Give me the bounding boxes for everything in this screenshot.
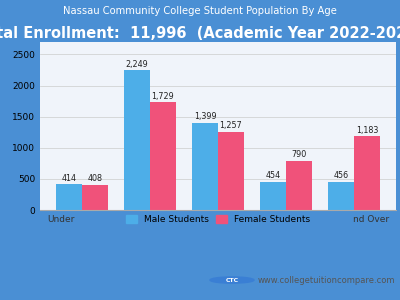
Text: 1,729: 1,729 <box>152 92 174 101</box>
Text: 790: 790 <box>291 150 306 159</box>
Text: 414: 414 <box>62 174 77 183</box>
Bar <box>124 70 150 210</box>
Text: 454: 454 <box>266 171 281 180</box>
Bar <box>192 123 218 210</box>
Legend: Male Students, Female Students: Male Students, Female Students <box>122 212 314 228</box>
Text: Under: Under <box>47 215 74 224</box>
Bar <box>56 184 82 210</box>
Text: www.collegetuitioncompare.com: www.collegetuitioncompare.com <box>258 275 396 284</box>
Text: Nassau Community College Student Population By Age: Nassau Community College Student Populat… <box>63 6 337 16</box>
Bar <box>218 132 244 210</box>
Text: 456: 456 <box>334 171 349 180</box>
Text: CTC: CTC <box>226 278 238 283</box>
Bar <box>328 182 354 210</box>
Circle shape <box>210 277 254 283</box>
Text: 1,399: 1,399 <box>194 112 216 122</box>
Bar <box>82 184 108 210</box>
Text: 1,183: 1,183 <box>356 126 378 135</box>
Bar <box>286 161 312 210</box>
Bar <box>260 182 286 210</box>
Text: 408: 408 <box>88 174 102 183</box>
Bar <box>150 102 176 210</box>
Text: 2,249: 2,249 <box>126 59 148 68</box>
Text: 1,257: 1,257 <box>220 121 242 130</box>
Text: Total Enrollment:  11,996  (Academic Year 2022-2023): Total Enrollment: 11,996 (Academic Year … <box>0 26 400 41</box>
Bar <box>354 136 380 210</box>
Text: nd Over: nd Over <box>353 215 389 224</box>
